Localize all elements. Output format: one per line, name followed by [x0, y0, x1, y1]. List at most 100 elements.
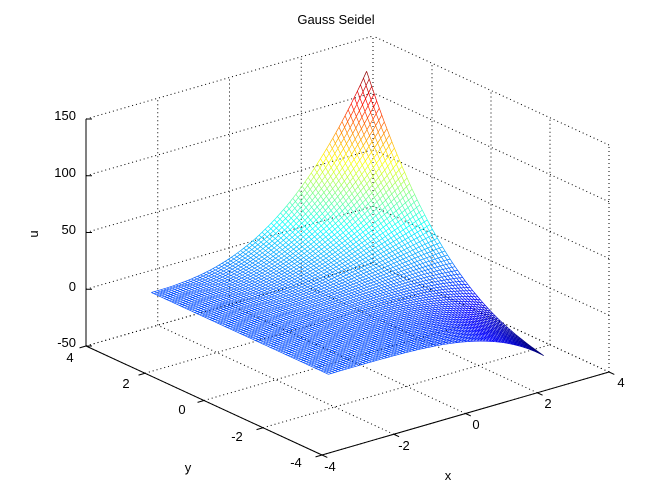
mesh-segment — [265, 297, 269, 300]
mesh-segment — [368, 276, 372, 279]
mesh-segment — [255, 327, 259, 330]
mesh-segment — [357, 139, 362, 145]
mesh-segment — [382, 318, 387, 320]
mesh-segment — [175, 295, 179, 298]
mesh-segment — [405, 199, 409, 204]
mesh-segment — [290, 322, 294, 325]
mesh-segment — [339, 320, 343, 322]
mesh-segment — [332, 176, 337, 181]
mesh-segment — [318, 298, 323, 301]
mesh-segment — [297, 318, 301, 321]
mesh-segment — [342, 306, 347, 309]
mesh-segment — [305, 277, 310, 280]
mesh-segment — [318, 301, 322, 303]
mesh-segment — [247, 288, 251, 291]
mesh-segment — [301, 225, 305, 230]
mesh-segment — [418, 290, 422, 292]
mesh-segment — [402, 257, 407, 260]
mesh-segment — [294, 341, 298, 343]
mesh-segment — [429, 255, 433, 257]
mesh-segment — [436, 269, 440, 272]
mesh-segment — [335, 171, 340, 177]
mesh-segment — [238, 326, 242, 329]
mesh-segment — [386, 268, 391, 271]
mesh-segment — [286, 316, 290, 318]
mesh-segment — [393, 195, 398, 200]
mesh-segment — [326, 302, 330, 305]
mesh-segment — [369, 268, 374, 271]
mesh-segment — [343, 316, 347, 319]
mesh-segment — [375, 212, 380, 217]
mesh-segment — [314, 259, 318, 263]
mesh-segment — [305, 320, 309, 322]
mesh-segment — [262, 245, 267, 249]
mesh-segment — [411, 257, 415, 260]
mesh-segment — [312, 285, 317, 288]
mesh-segment — [332, 251, 336, 255]
mesh-segment — [255, 234, 260, 239]
mesh-segment — [309, 184, 314, 190]
mesh-segment — [330, 260, 335, 263]
mesh-segment — [333, 352, 337, 355]
mesh-segment — [300, 290, 304, 293]
mesh-segment — [181, 293, 186, 296]
mesh-segment — [281, 268, 286, 272]
mesh-segment — [253, 312, 257, 315]
mesh-segment — [347, 309, 351, 311]
mesh-segment — [192, 285, 196, 288]
mesh-segment — [392, 244, 397, 247]
mesh-segment — [224, 262, 228, 266]
mesh-segment — [343, 223, 347, 228]
mesh-segment — [291, 318, 295, 321]
mesh-segment — [284, 343, 289, 346]
mesh-segment — [187, 305, 191, 308]
mesh-segment — [229, 306, 233, 308]
mesh-segment — [216, 312, 220, 314]
mesh-segment — [335, 323, 340, 325]
mesh-segment — [249, 259, 254, 262]
mesh-segment — [282, 242, 287, 246]
mesh-segment — [401, 244, 405, 247]
mesh-segment — [385, 188, 390, 193]
mesh-segment — [432, 292, 436, 295]
mesh-segment — [378, 114, 383, 121]
mesh-segment — [396, 231, 401, 235]
mesh-segment — [378, 287, 382, 290]
mesh-segment — [289, 253, 294, 256]
mesh-segment — [427, 291, 431, 293]
mesh-segment — [244, 315, 248, 318]
mesh-segment — [257, 264, 261, 267]
mesh-segment — [212, 266, 217, 269]
mesh-segment — [375, 298, 380, 301]
mesh-segment — [320, 290, 324, 293]
mesh-segment — [228, 300, 232, 303]
mesh-segment — [329, 326, 333, 329]
mesh-segment — [336, 330, 340, 333]
mesh-segment — [289, 287, 294, 290]
mesh-segment — [310, 284, 314, 287]
mesh-segment — [391, 291, 396, 293]
mesh-segment — [318, 324, 322, 326]
mesh-segment — [304, 283, 309, 286]
mesh-segment — [336, 318, 341, 321]
mesh-segment — [244, 274, 249, 277]
mesh-segment — [295, 336, 299, 339]
mesh-segment — [284, 310, 289, 313]
mesh-segment — [361, 311, 365, 314]
mesh-segment — [261, 325, 265, 328]
mesh-segment — [249, 305, 253, 308]
mesh-segment — [325, 320, 329, 322]
mesh-segment — [301, 181, 306, 187]
mesh-segment — [290, 320, 295, 323]
mesh-segment — [313, 172, 318, 178]
mesh-segment — [307, 263, 312, 266]
mesh-segment — [377, 126, 382, 133]
mesh-segment — [183, 296, 188, 299]
mesh-segment — [171, 291, 175, 293]
mesh-segment — [375, 314, 379, 316]
mesh-segment — [253, 286, 258, 289]
mesh-segment — [379, 306, 384, 309]
mesh-segment — [307, 181, 311, 186]
mesh-segment — [360, 254, 364, 258]
mesh-segment — [273, 227, 277, 232]
